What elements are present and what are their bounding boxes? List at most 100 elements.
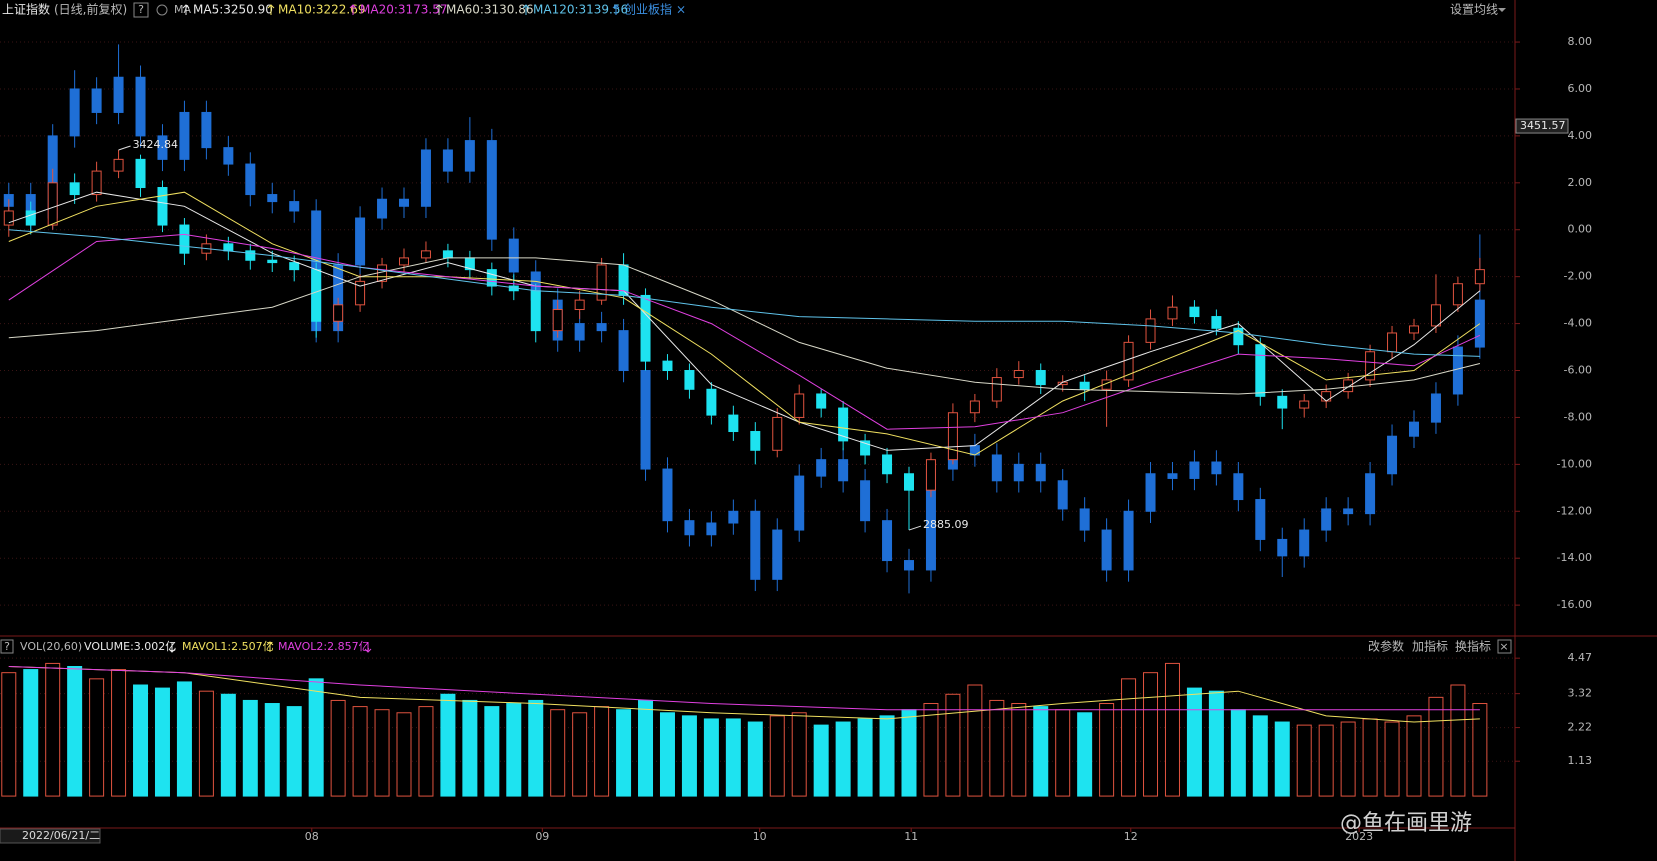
arrow — [522, 4, 530, 15]
help[interactable]: ? — [4, 640, 10, 653]
y-tick-label: -8.00 — [1564, 410, 1592, 423]
arrow — [266, 641, 274, 652]
candle-body — [267, 259, 278, 264]
candle-body — [728, 414, 739, 433]
candle-body — [1452, 346, 1463, 395]
help-box[interactable] — [0, 639, 14, 654]
candle-body — [706, 522, 717, 536]
chart-title: 上证指数 — [2, 2, 50, 17]
y-tick-label: -6.00 — [1564, 364, 1592, 377]
candle-body — [1387, 435, 1398, 475]
candle-body — [1211, 461, 1222, 475]
volume-bar — [242, 699, 258, 797]
candle-body — [882, 454, 893, 475]
subtitle: (日线,前复权) — [54, 2, 127, 17]
settings-button[interactable]: 设置均线 — [1450, 3, 1498, 17]
candle-body — [662, 360, 673, 372]
candle-body — [377, 198, 388, 219]
annotation: 2885.09 — [923, 518, 969, 531]
candle-body — [442, 250, 453, 259]
volume-bar — [835, 721, 851, 797]
candle-body — [1167, 473, 1178, 479]
candle-body — [1430, 393, 1441, 423]
candle-body — [552, 309, 563, 332]
candle-body — [1189, 306, 1200, 318]
candle-body — [1474, 269, 1485, 285]
help[interactable]: ? — [138, 3, 144, 16]
volume-bar — [857, 718, 873, 797]
volume-bar — [659, 712, 675, 797]
candle-body — [794, 475, 805, 531]
candle-body — [1057, 480, 1068, 510]
candle-body — [464, 140, 475, 172]
candle-body — [135, 76, 146, 137]
candle-body — [618, 330, 629, 372]
y-tick-label: 2.00 — [1568, 176, 1593, 189]
candle-body — [245, 250, 256, 261]
ma-line — [8, 229, 1480, 357]
candle-body — [1167, 306, 1178, 320]
x-tick-label: 08 — [305, 830, 319, 843]
volume-bar — [1472, 703, 1488, 797]
candle-body — [904, 473, 914, 491]
ma-line — [8, 191, 1481, 456]
volume-bar — [484, 706, 500, 797]
volume-bar — [506, 703, 522, 797]
overlay-name[interactable]: 创业板指 — [624, 2, 672, 17]
volume-bar — [23, 669, 39, 797]
volume-bar — [1055, 709, 1071, 797]
candle-body — [399, 257, 409, 266]
candle-body — [816, 459, 827, 477]
candle-body — [947, 412, 958, 461]
candle-body — [1299, 529, 1310, 557]
candle-body — [925, 459, 936, 491]
candle-body — [1365, 473, 1376, 515]
ma-line — [8, 666, 1480, 711]
volume-bar — [945, 693, 961, 797]
candle-body — [838, 459, 849, 482]
gear-icon[interactable] — [156, 4, 168, 16]
volume-bar — [1099, 703, 1115, 797]
volume-bar — [220, 693, 236, 797]
volume-bar — [133, 684, 149, 797]
volume-bar — [1143, 672, 1159, 797]
date-label: 2022/06/21/二 — [22, 829, 100, 842]
candle-body — [508, 238, 519, 273]
volume-bar — [638, 699, 654, 797]
volume-bar — [1208, 690, 1224, 797]
candle-body — [47, 182, 58, 226]
candle-body — [486, 140, 497, 240]
candle-body — [1035, 463, 1046, 482]
candle-body — [1013, 463, 1024, 482]
volume-bar — [154, 687, 170, 797]
volume-bar — [813, 724, 829, 797]
candle-body — [245, 163, 256, 196]
candle-body — [1079, 381, 1090, 390]
candle-body — [794, 393, 805, 418]
volume-bar — [1011, 703, 1027, 797]
close-icon[interactable]: × — [1499, 640, 1508, 653]
close-box[interactable] — [1497, 639, 1512, 654]
volume-bar — [681, 715, 697, 797]
close-icon[interactable]: × — [676, 3, 686, 17]
candle-body — [662, 468, 673, 522]
button[interactable]: 换指标 — [1455, 639, 1491, 654]
annotation-pointer — [908, 525, 922, 531]
volume-bar — [1033, 706, 1049, 797]
last-price: 3451.57 — [1520, 119, 1566, 132]
candle-body — [420, 149, 431, 207]
volume-bar — [967, 684, 983, 797]
volume-bar — [418, 706, 434, 797]
button[interactable]: 加指标 — [1412, 639, 1448, 654]
candle-body — [289, 262, 300, 271]
candle-body — [157, 187, 168, 226]
watermark: @鱼在画里游 — [1340, 811, 1472, 836]
button[interactable]: 改参数 — [1368, 639, 1404, 654]
candle-body — [223, 147, 234, 165]
volume-bar — [67, 666, 83, 797]
volume-bar — [396, 712, 412, 797]
help-box[interactable] — [133, 2, 149, 18]
candle-body — [816, 393, 827, 409]
candle-body — [1343, 508, 1354, 515]
candle-body — [574, 323, 585, 341]
